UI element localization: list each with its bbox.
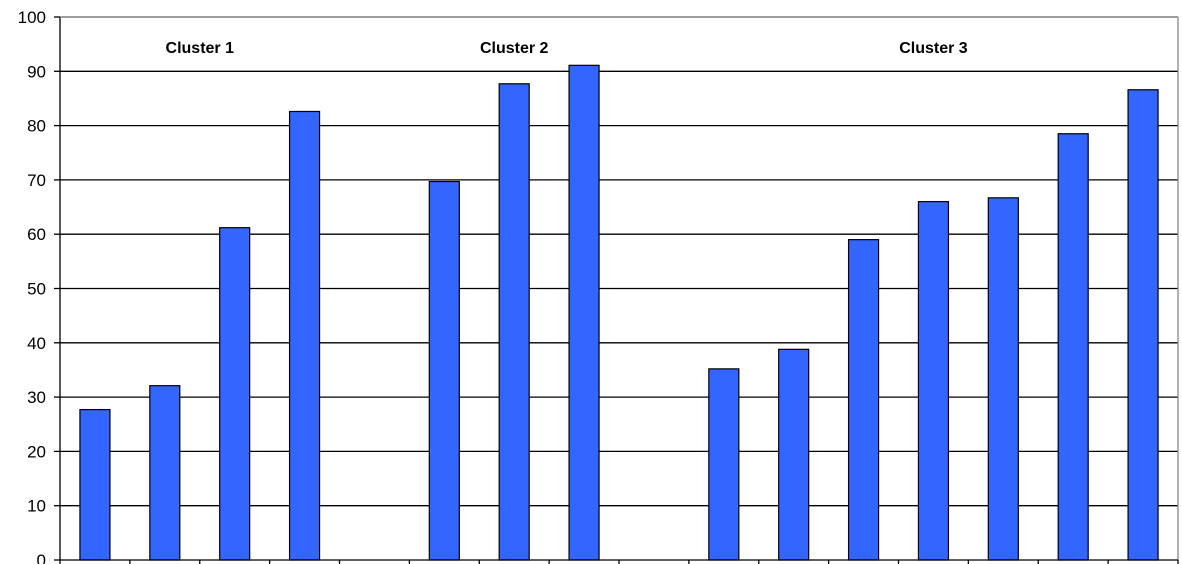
- y-tick-label: 100: [18, 8, 46, 27]
- bars: [79, 64, 1159, 561]
- cluster-label: Cluster 3: [899, 40, 968, 57]
- y-tick-label: 30: [27, 388, 46, 407]
- bar: [1057, 133, 1089, 561]
- y-tick-label: 80: [27, 117, 46, 136]
- cluster-label: Cluster 1: [166, 40, 235, 57]
- bar: [778, 348, 810, 561]
- y-tick-label: 40: [27, 334, 46, 353]
- labels: 0 10 20 30 40 50 60 70 80 90 100 Cluster 1 Cluster 2…: [18, 8, 968, 564]
- bar: [219, 227, 251, 561]
- bar: [708, 368, 740, 561]
- bar: [149, 385, 181, 561]
- bar: [288, 110, 321, 561]
- cluster-label: Cluster 2: [480, 40, 549, 57]
- bar: [987, 197, 1019, 561]
- bar: [498, 83, 530, 561]
- bar: [568, 64, 600, 561]
- y-tick-label: 20: [27, 442, 46, 461]
- bar: [847, 239, 880, 561]
- bar: [428, 180, 460, 561]
- bar: [1127, 89, 1159, 561]
- y-tick-label: 90: [27, 62, 46, 81]
- y-tick-label: 10: [27, 497, 46, 516]
- bar: [917, 201, 950, 561]
- bar: [79, 408, 111, 561]
- y-tick-label: 0: [37, 551, 46, 564]
- axes: [54, 16, 1179, 564]
- y-tick-label: 60: [27, 225, 46, 244]
- y-tick-label: 70: [27, 171, 46, 190]
- y-tick-label: 50: [27, 280, 46, 299]
